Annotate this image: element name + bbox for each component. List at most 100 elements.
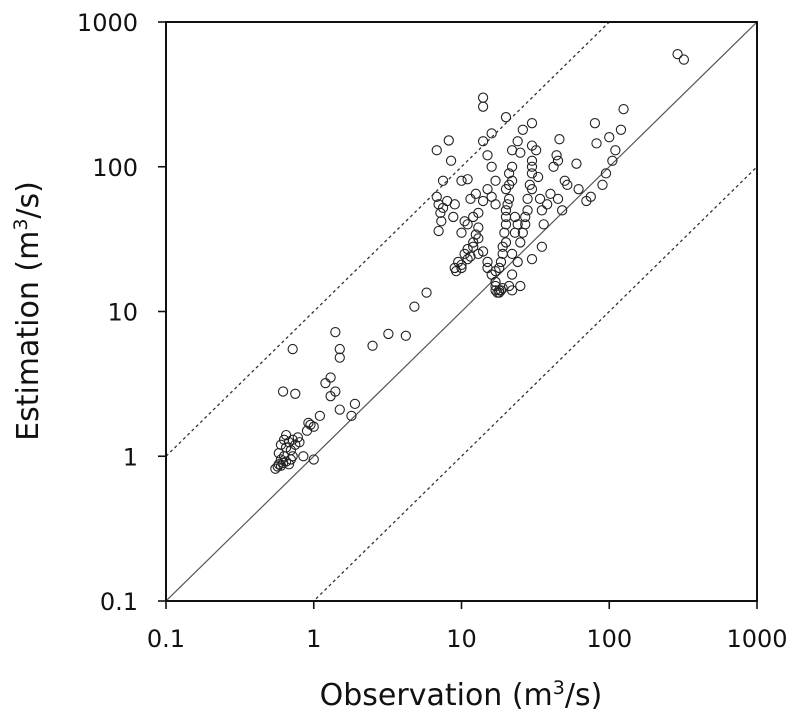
data-point (273, 459, 284, 470)
data-point (278, 434, 290, 445)
data-point (520, 211, 531, 223)
x-tick-label: 1000 (726, 625, 787, 653)
data-point (400, 330, 411, 341)
data-point (554, 134, 565, 145)
y-axis-title: Estimation (m3/s) (10, 181, 46, 441)
data-point (470, 188, 481, 199)
data-point (526, 118, 538, 129)
data-point (290, 388, 301, 399)
data-point (421, 287, 432, 298)
data-point (532, 171, 544, 183)
data-point (672, 48, 683, 60)
data-point (500, 237, 512, 248)
data-point (453, 256, 464, 268)
data-point (515, 280, 526, 292)
data-point (490, 276, 501, 288)
data-point (526, 155, 538, 166)
data-point (502, 199, 513, 210)
data-point (456, 175, 467, 186)
data-point (298, 451, 309, 462)
data-point (490, 266, 501, 277)
y-tick-label: 100 (92, 154, 138, 182)
data-point (334, 343, 345, 355)
data-point (618, 103, 629, 115)
data-point (585, 191, 596, 202)
data-point (542, 199, 553, 210)
data-point (490, 199, 501, 210)
data-point (552, 155, 564, 166)
data-point (503, 168, 515, 179)
data-point (443, 135, 454, 146)
data-point (500, 112, 512, 123)
data-point (678, 54, 690, 65)
data-point (473, 233, 484, 244)
data-point (515, 147, 526, 158)
data-point (486, 128, 497, 139)
data-point (524, 179, 535, 190)
data-point (490, 175, 501, 186)
data-point (497, 282, 508, 294)
data-point (325, 372, 336, 383)
x-tick-label: 0.1 (147, 625, 185, 653)
data-point (334, 352, 345, 363)
data-point (462, 243, 473, 255)
data-point (571, 158, 582, 169)
data-point (303, 417, 314, 429)
data-point (562, 179, 573, 190)
data-point (604, 132, 615, 143)
data-point (477, 101, 489, 112)
y-tick-label: 0.1 (100, 588, 138, 616)
data-point (573, 184, 584, 195)
data-point (287, 451, 298, 462)
data-point (445, 155, 457, 166)
data-point (459, 216, 470, 227)
data-point (477, 136, 489, 147)
data-point (437, 175, 449, 186)
data-point (280, 429, 292, 441)
x-tick-label: 100 (586, 625, 632, 653)
data-point (520, 219, 531, 230)
x-tick-label: 1 (306, 625, 321, 653)
data-point (433, 225, 444, 237)
data-point (473, 222, 484, 233)
data-point (517, 124, 528, 135)
data-point (482, 150, 493, 161)
data-point (610, 145, 621, 156)
data-point (436, 216, 447, 227)
data-point (477, 92, 489, 103)
data-point (500, 205, 512, 216)
data-point (500, 219, 512, 230)
data-point (456, 262, 467, 274)
data-point (597, 179, 608, 190)
x-axis-title: Observation (m3/s) (320, 677, 603, 713)
data-point (589, 118, 601, 129)
data-point (349, 398, 361, 410)
reference-lines (166, 22, 757, 601)
y-tick-label: 1000 (77, 9, 138, 37)
data-point (503, 193, 515, 205)
data-point (292, 432, 303, 443)
data-point (615, 124, 627, 135)
data-point (522, 193, 533, 205)
data-point (448, 211, 459, 223)
data-point (334, 404, 345, 415)
data-point (330, 386, 341, 397)
data-point (482, 256, 493, 268)
data-point (538, 219, 549, 230)
data-point (465, 251, 476, 262)
data-point (280, 456, 292, 467)
data-point (495, 285, 507, 296)
data-point (515, 237, 526, 248)
data-point (277, 386, 289, 397)
data-point (512, 219, 523, 230)
data-point (449, 199, 460, 210)
data-point (462, 253, 473, 265)
data-point (526, 168, 538, 179)
data-point (536, 205, 548, 216)
data-point (320, 377, 331, 389)
data-point (468, 241, 479, 252)
data-point (431, 145, 442, 156)
data-point (308, 454, 319, 465)
data-point (431, 191, 442, 202)
